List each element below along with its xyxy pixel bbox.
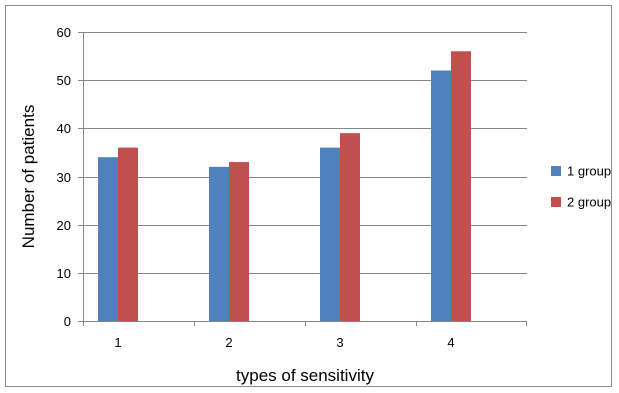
legend-label-2-group: 2 group (567, 195, 611, 210)
bar-1-group-cat-2 (209, 166, 229, 321)
x-axis-title: types of sensitivity (236, 366, 374, 385)
legend-swatch-2-group (551, 197, 561, 207)
y-tick-label: 0 (64, 314, 71, 329)
x-tick-label: 4 (447, 335, 454, 350)
bar-1-group-cat-1 (98, 157, 118, 321)
bar-1-group-cat-4 (431, 70, 451, 322)
tick-labels: 0 10 20 30 40 50 60 1 2 3 4 (57, 25, 455, 350)
y-tick-label: 10 (57, 266, 71, 281)
legend-swatch-1-group (551, 166, 561, 176)
x-tick-label: 3 (336, 335, 343, 350)
bar-1-group-cat-3 (320, 147, 340, 321)
bars (98, 51, 471, 322)
y-tick-label: 20 (57, 218, 71, 233)
bar-2-group-cat-4 (451, 51, 471, 322)
y-tick-label: 30 (57, 170, 71, 185)
bar-2-group-cat-2 (229, 162, 249, 321)
y-tick-label: 60 (57, 25, 71, 40)
legend-label-1-group: 1 group (567, 164, 611, 179)
x-tick-label: 1 (114, 335, 121, 350)
y-tick-label: 50 (57, 73, 71, 88)
x-tick-label: 2 (225, 335, 232, 350)
axes (78, 32, 527, 326)
y-axis-title: Number of patients (19, 105, 38, 249)
bar-2-group-cat-1 (118, 147, 138, 321)
legend: 1 group 2 group (551, 164, 611, 210)
bar-2-group-cat-3 (340, 133, 360, 321)
y-tick-label: 40 (57, 121, 71, 136)
